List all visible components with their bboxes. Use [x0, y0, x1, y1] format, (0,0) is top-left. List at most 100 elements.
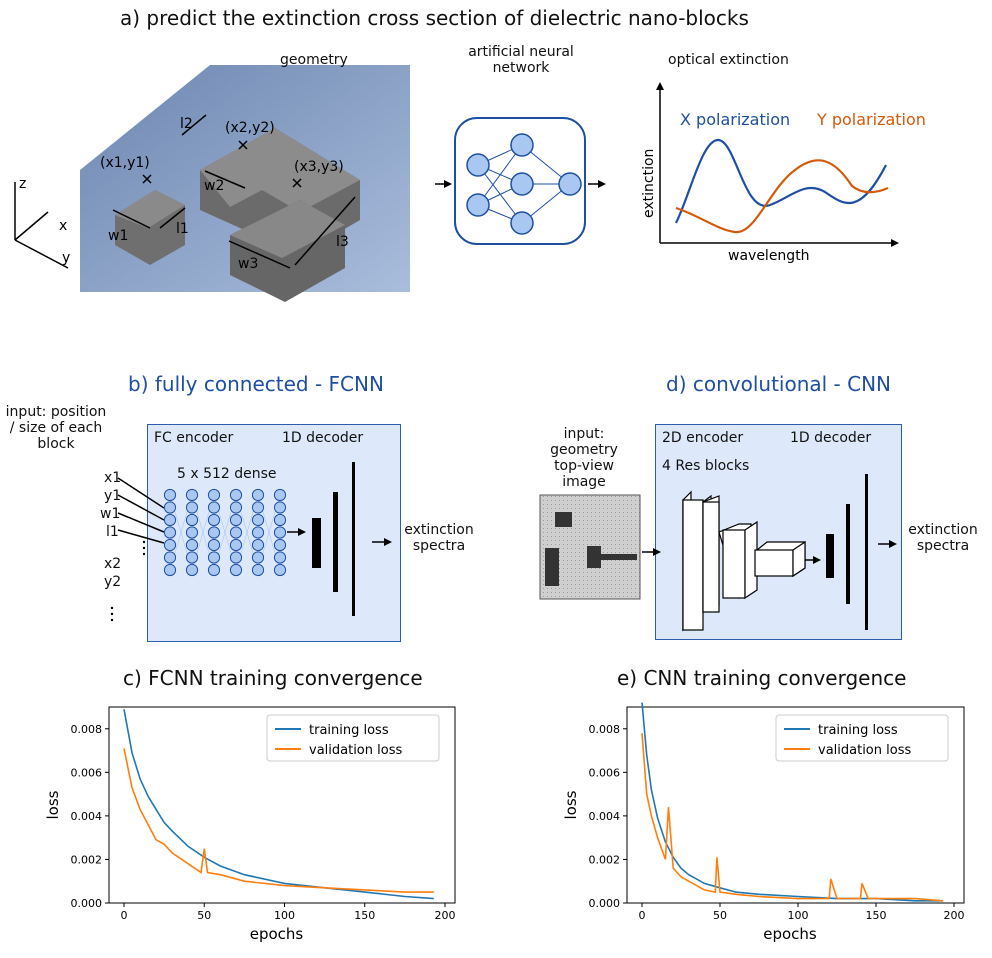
dense-node: [207, 538, 221, 552]
dense-node: [251, 526, 265, 539]
y-tick-label: 0.000: [71, 897, 103, 910]
label-w1: w1: [108, 228, 128, 244]
dense-node: [229, 501, 243, 514]
dense-node: [273, 488, 287, 502]
cnn-input-label: input: geometry top-view image: [550, 426, 618, 491]
series-line-training: [123, 709, 434, 900]
y-tick-label: 0.006: [589, 766, 621, 779]
label-w2: w2: [204, 178, 224, 194]
chart-c-title: c) FCNN training convergence: [123, 666, 423, 690]
label-l3: l3: [336, 234, 349, 250]
x-polarization-label: X polarization: [680, 110, 790, 129]
dense-node: [251, 488, 265, 502]
dense-node: [185, 526, 199, 539]
fcnn-input-y1: y1: [104, 488, 122, 504]
fc-decoder-label: 1D decoder: [282, 430, 364, 446]
decoder-bar-3: [352, 462, 355, 616]
legend-label: training loss: [818, 723, 898, 738]
x-axis-label: epochs: [763, 925, 817, 943]
dense-node: [185, 513, 199, 527]
x-tick-label: 100: [274, 909, 295, 922]
y-tick-label: 0.004: [589, 810, 621, 823]
fcnn-input-y2: y2: [104, 574, 122, 590]
dense-node: [207, 488, 221, 502]
extinction-plot: X polarization Y polarization wavelength…: [641, 82, 926, 264]
fcnn-input-label: input: position / size of each block: [5, 404, 107, 453]
chart-e-title: e) CNN training convergence: [617, 666, 907, 690]
res-block-1: [682, 499, 704, 631]
legend-label: validation loss: [818, 743, 911, 758]
axis-z-label: z: [19, 176, 26, 192]
cnn-output-label: extinction spectra: [908, 522, 978, 555]
series-line-validation: [641, 733, 944, 902]
dense-node: [273, 526, 287, 539]
dense-node: [273, 563, 287, 577]
label-l2: l2: [180, 116, 193, 132]
fc-encoder-label: FC encoder: [154, 430, 234, 446]
geometry-illustration: z x y (x1,y1) (x2,y2) (x3,y3) l1 l2 l3 w…: [14, 65, 410, 302]
fcnn-input-l1: l1: [106, 524, 119, 540]
panel-d-title: d) convolutional - CNN: [666, 372, 892, 396]
cnn-decoder-bar-1: [826, 534, 834, 578]
ann-diagram: [435, 117, 606, 245]
dense-node: [229, 563, 243, 577]
y-tick-label: 0.008: [71, 723, 103, 736]
y-polarization-curve: [675, 159, 889, 234]
legend-box: [266, 714, 440, 762]
dense-node: [207, 501, 221, 514]
decoder-bar-1: [312, 518, 321, 568]
fcnn-loss-chart: 0 50 100 150 200 0.000 0.002 0.004 0.006 0.008 epo…: [44, 706, 456, 943]
x-tick-label: 50: [713, 909, 727, 922]
y-tick-label: 0.008: [589, 723, 621, 736]
label-x1y1: (x1,y1): [100, 155, 150, 171]
fcnn-diagram: [110, 462, 392, 622]
dense-node: [229, 551, 243, 564]
dense-node: [273, 551, 287, 564]
x-tick-label: 0: [121, 909, 128, 922]
x-tick-label: 100: [788, 909, 809, 922]
axis-y-label: y: [62, 250, 70, 266]
res-block-2: [702, 501, 720, 613]
dense-node: [251, 513, 265, 527]
cnn-decoder-bar-3: [865, 474, 868, 630]
dense-node: [229, 488, 243, 502]
cross-mark-2: [238, 140, 248, 150]
dense-node: [163, 563, 177, 577]
legend-label: validation loss: [309, 743, 402, 758]
y-tick-label: 0.004: [71, 810, 103, 823]
dense-node: [207, 526, 221, 539]
dense-node: [251, 501, 265, 514]
decoder-bar-2: [333, 492, 338, 592]
x-axis-label: epochs: [250, 925, 304, 943]
fcnn-input-x2: x2: [104, 556, 122, 572]
x-tick-label: 150: [354, 909, 375, 922]
dense-node: [163, 488, 177, 502]
dense-node: [207, 513, 221, 527]
y-axis-label: loss: [44, 790, 62, 819]
fcnn-input-w1: w1: [100, 506, 121, 522]
cnn-decoder-bar-2: [846, 504, 850, 604]
y-polarization-label: Y polarization: [816, 110, 926, 129]
y-tick-label: 0.000: [589, 897, 621, 910]
cross-mark-3: [292, 178, 302, 188]
cnn-encoder-label: 2D encoder: [662, 430, 744, 446]
extinction-xlabel: wavelength: [728, 248, 810, 264]
fcnn-output-label: extinction spectra: [404, 522, 474, 555]
label-w3: w3: [238, 256, 258, 272]
ann-label: artificial neural network: [468, 44, 574, 77]
dense-node: [251, 538, 265, 552]
legend-box: [775, 714, 949, 762]
dense-node: [185, 488, 199, 502]
dense-node: [207, 563, 221, 577]
dense-node: [185, 501, 199, 514]
cnn-decoder-label: 1D decoder: [790, 430, 872, 446]
x-tick-label: 150: [866, 909, 887, 922]
x-tick-label: 200: [944, 909, 965, 922]
y-axis-label: loss: [562, 790, 580, 819]
extinction-ylabel: extinction: [641, 149, 657, 218]
ellipsis-icon: [110, 540, 146, 622]
cross-mark-1: [142, 174, 152, 184]
dense-node: [251, 563, 265, 577]
x-tick-label: 50: [197, 909, 211, 922]
axes-icon: [14, 182, 69, 269]
